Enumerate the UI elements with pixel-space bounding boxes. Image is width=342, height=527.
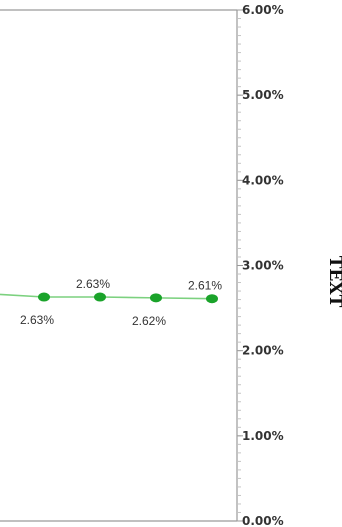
y-tick-label: 4.00% bbox=[242, 173, 284, 187]
y-tick-label: 3.00% bbox=[242, 259, 284, 273]
y-tick-label: 0.00% bbox=[242, 514, 284, 527]
data-label: 2.63% bbox=[76, 277, 110, 291]
data-label: 2.63% bbox=[20, 313, 54, 327]
plot-frame bbox=[0, 9, 237, 522]
data-point bbox=[206, 294, 218, 304]
y-tick-label: 6.00% bbox=[242, 3, 284, 17]
y-tick-label: 5.00% bbox=[242, 88, 284, 102]
data-point bbox=[94, 292, 106, 302]
data-point bbox=[38, 292, 50, 302]
y-axis-title: TEXT bbox=[325, 256, 342, 308]
y-tick-label: 1.00% bbox=[242, 429, 284, 443]
data-label: 2.61% bbox=[188, 279, 222, 293]
data-label: 2.62% bbox=[132, 314, 166, 328]
data-point bbox=[150, 293, 162, 303]
series-layer: 2.63% 2.63% 2.62% 2.61% bbox=[0, 277, 222, 328]
y-tick-label: 2.00% bbox=[242, 344, 284, 358]
y-axis: 0.00% 1.00% 2.00% 3.00% 4.00% 5.00% 6.00% bbox=[236, 3, 284, 527]
